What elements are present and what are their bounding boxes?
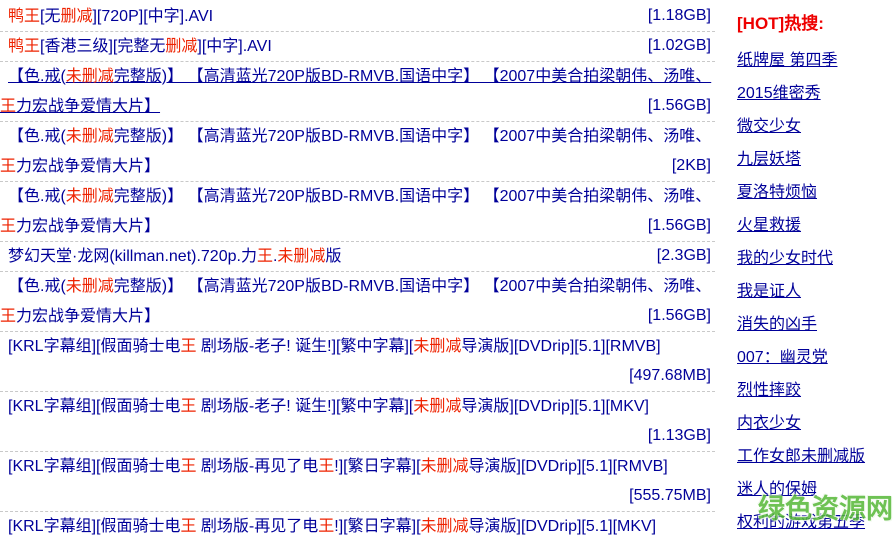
hot-search-item[interactable]: 烈性摔跤 (737, 382, 802, 399)
result-row: [KRL字幕组][假面骑士电王 剧场版-老子! 诞生!][繁中字幕][未删减导演… (0, 332, 715, 392)
result-title-link[interactable]: 【色.戒(未删减完整版)】 【高清蓝光720P版BD-RMVB.国语中字】 【2… (0, 128, 712, 175)
hot-search-item[interactable]: 九层妖塔 (737, 151, 802, 168)
hot-search-item[interactable]: 007：幽灵党 (737, 349, 828, 366)
result-file-size: [2KB] (671, 157, 711, 174)
hot-search-item[interactable]: 2015维密秀 (737, 85, 821, 102)
hot-search-item[interactable]: 火星救援 (737, 217, 802, 234)
result-file-size: [1.56GB] (647, 97, 711, 114)
result-title-link[interactable]: [KRL字幕组][假面骑士电王 剧场版-再见了电王!][繁日字幕][未删减导演版… (8, 458, 668, 475)
hot-search-item[interactable]: 我的少女时代 (737, 250, 834, 267)
result-row: 梦幻天堂·龙网(killman.net).720p.力王.未删减版 [2.3GB] (0, 242, 715, 272)
hot-search-item[interactable]: 工作女郎未删减版 (737, 448, 866, 465)
result-row: 鸭王[无删减][720P][中字].AVI [1.18GB] (0, 2, 715, 32)
hot-search-item[interactable]: 迷人的保姆 (737, 481, 818, 498)
hot-search-item[interactable]: 微交少女 (737, 118, 802, 135)
result-title-link[interactable]: 鸭王[香港三级][完整无删减][中字].AVI (8, 38, 272, 55)
result-title-link[interactable]: 【色.戒(未删减完整版)】 【高清蓝光720P版BD-RMVB.国语中字】 【2… (0, 68, 712, 115)
result-file-size: [1.02GB] (647, 37, 711, 54)
result-file-size: [1.56GB] (647, 307, 711, 324)
result-row: 【色.戒(未删减完整版)】 【高清蓝光720P版BD-RMVB.国语中字】 【2… (0, 272, 715, 332)
result-file-size: [1.13GB] (647, 427, 711, 444)
result-title-link[interactable]: 鸭王[无删减][720P][中字].AVI (8, 8, 214, 25)
result-row: [KRL字幕组][假面骑士电王 剧场版-再见了电王!][繁日字幕][未删减导演版… (0, 512, 715, 544)
result-title-link[interactable]: [KRL字幕组][假面骑士电王 剧场版-老子! 诞生!][繁中字幕][未删减导演… (8, 398, 650, 415)
result-row: 【色.戒(未删减完整版)】 【高清蓝光720P版BD-RMVB.国语中字】 【2… (0, 182, 715, 242)
hot-search-item[interactable]: 我是证人 (737, 283, 802, 300)
result-row: 【色.戒(未删减完整版)】 【高清蓝光720P版BD-RMVB.国语中字】 【2… (0, 62, 715, 122)
result-row: [KRL字幕组][假面骑士电王 剧场版-老子! 诞生!][繁中字幕][未删减导演… (0, 392, 715, 452)
result-file-size: [1.56GB] (647, 217, 711, 234)
result-title-link[interactable]: 【色.戒(未删减完整版)】 【高清蓝光720P版BD-RMVB.国语中字】 【2… (0, 278, 712, 325)
result-title-link[interactable]: [KRL字幕组][假面骑士电王 剧场版-老子! 诞生!][繁中字幕][未删减导演… (8, 338, 661, 355)
hot-search-panel: [HOT]热搜: 纸牌屋 第四季 2015维密秀 微交少女九层妖塔夏洛特烦恼火星救援… (737, 12, 893, 544)
hot-search-item[interactable]: 权利的游戏第五季 (737, 514, 866, 531)
hot-search-item[interactable]: 内衣少女 (737, 415, 802, 432)
result-title-link[interactable]: 【色.戒(未删减完整版)】 【高清蓝光720P版BD-RMVB.国语中字】 【2… (0, 188, 712, 235)
hot-search-title: [HOT]热搜: (737, 14, 824, 33)
result-file-size: [2.3GB] (656, 247, 711, 264)
result-title-link[interactable]: [KRL字幕组][假面骑士电王 剧场版-再见了电王!][繁日字幕][未删减导演版… (8, 518, 657, 535)
hot-search-list: 纸牌屋 第四季 2015维密秀 微交少女九层妖塔夏洛特烦恼火星救援我的少女时代 我是证… (737, 50, 893, 533)
result-row: [KRL字幕组][假面骑士电王 剧场版-再见了电王!][繁日字幕][未删减导演版… (0, 452, 715, 512)
result-file-size: [555.75MB] (629, 487, 711, 504)
hot-search-item[interactable]: 纸牌屋 第四季 (737, 52, 838, 69)
result-file-size: [497.68MB] (629, 367, 711, 384)
result-title-link[interactable]: 梦幻天堂·龙网(killman.net).720p.力王.未删减版 (8, 248, 342, 265)
result-file-size: [1.18GB] (647, 7, 711, 24)
hot-search-item[interactable]: 夏洛特烦恼 (737, 184, 818, 201)
results-list: 鸭王[无删减][720P][中字].AVI [1.18GB] 鸭王[香港三级][完整… (0, 2, 715, 544)
result-row: 【色.戒(未删减完整版)】 【高清蓝光720P版BD-RMVB.国语中字】 【2… (0, 122, 715, 182)
hot-search-item[interactable]: 消失的凶手 (737, 316, 818, 333)
result-row: 鸭王[香港三级][完整无删减][中字].AVI [1.02GB] (0, 32, 715, 62)
